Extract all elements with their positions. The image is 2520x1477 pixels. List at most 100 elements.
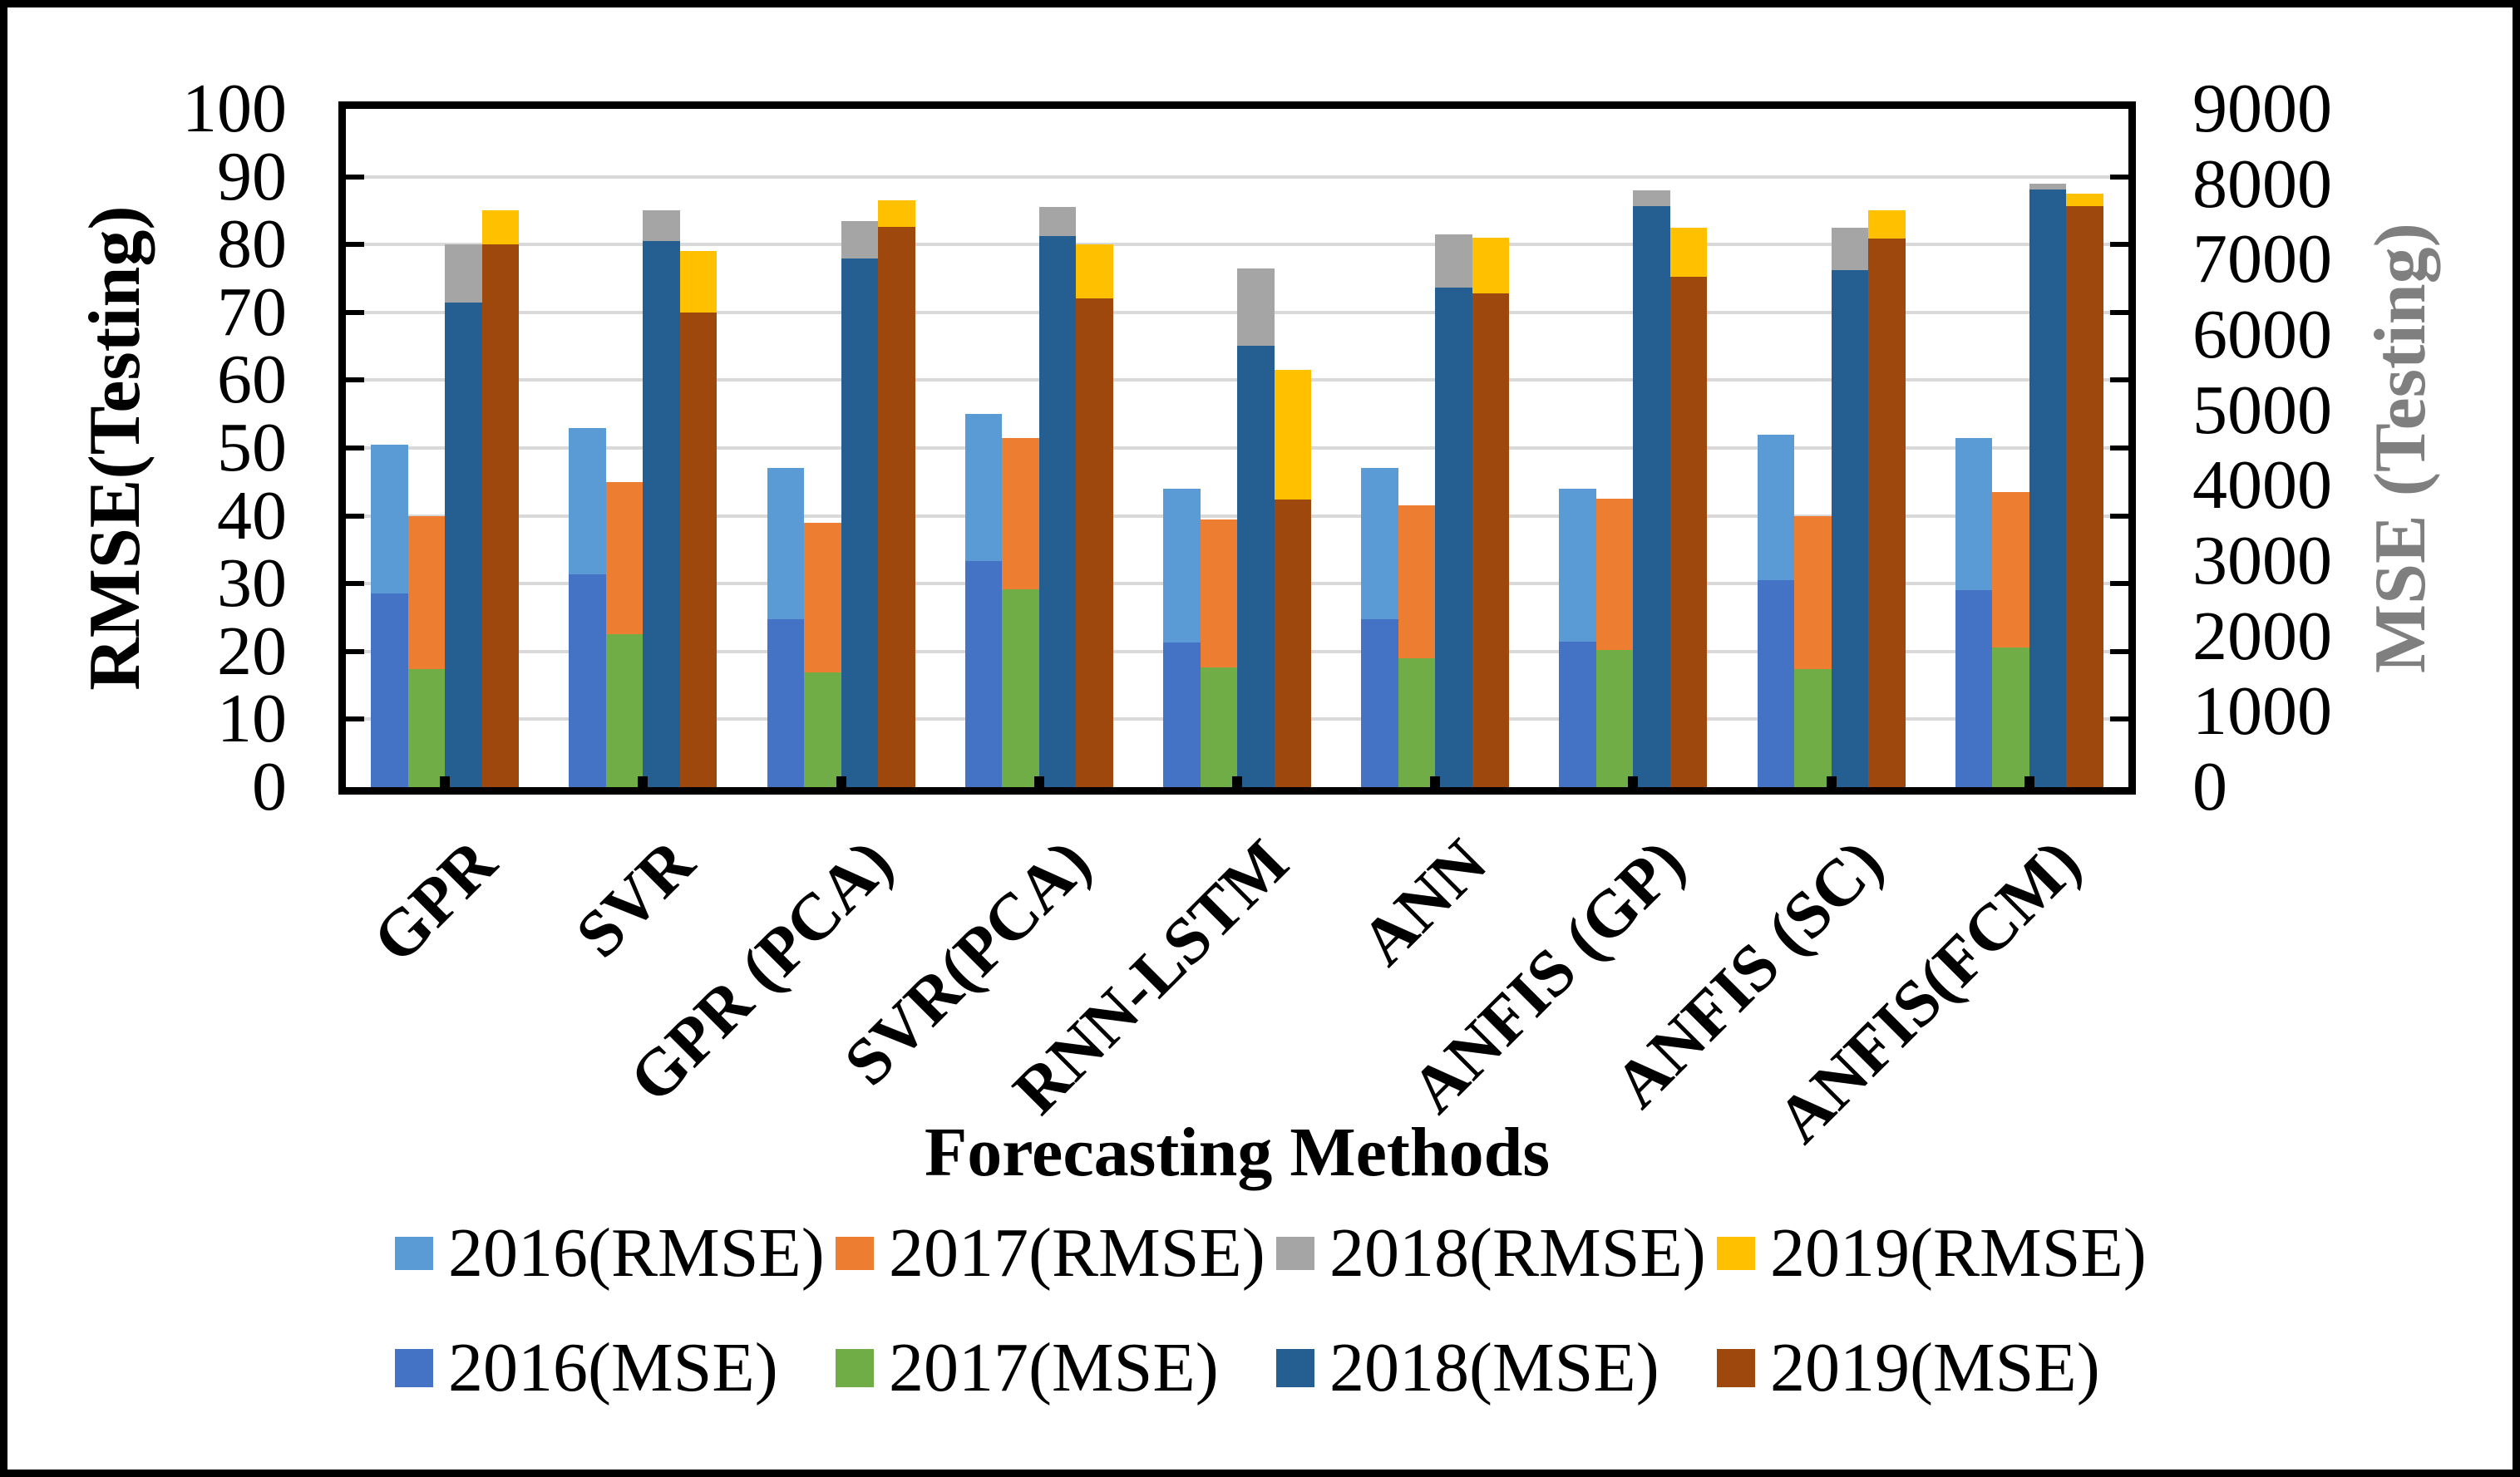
bar-2019(MSE) bbox=[1076, 298, 1113, 787]
x-axis-title: Forecasting Methods bbox=[924, 1114, 1551, 1191]
bar-2018(MSE) bbox=[445, 303, 482, 787]
left-axis-tick-label: 50 bbox=[217, 409, 287, 486]
x-axis-tick bbox=[638, 776, 648, 787]
x-axis-tick bbox=[1430, 776, 1441, 787]
bar-2016(MSE) bbox=[964, 561, 1003, 787]
legend-entry: 2017(RMSE) bbox=[836, 1217, 1265, 1290]
bar-2017(MSE) bbox=[804, 672, 841, 787]
legend-entry: 2018(RMSE) bbox=[1276, 1217, 1706, 1290]
bar-2018(MSE) bbox=[1831, 270, 1869, 787]
bar-2019(MSE) bbox=[1669, 277, 1708, 787]
legend-swatch bbox=[1276, 1349, 1314, 1387]
legend-entry: 2018(MSE) bbox=[1276, 1332, 1659, 1405]
legend-entry: 2019(MSE) bbox=[1717, 1332, 2100, 1405]
right-axis-tick-label: 1000 bbox=[2192, 672, 2332, 751]
bar-2017(MSE) bbox=[1002, 589, 1039, 787]
right-axis-tick bbox=[2110, 716, 2128, 722]
bar-2016(MSE) bbox=[1163, 642, 1201, 787]
bar-2019(MSE) bbox=[878, 226, 915, 787]
left-axis-tick bbox=[346, 581, 364, 587]
right-axis-tick bbox=[2110, 513, 2128, 519]
legend-swatch bbox=[1717, 1349, 1755, 1387]
bar-2017(MSE) bbox=[605, 634, 644, 787]
gridline bbox=[346, 175, 2128, 179]
bar-2017(MSE) bbox=[1200, 667, 1237, 787]
x-axis-tick bbox=[1033, 776, 1044, 787]
left-axis-tick-label: 80 bbox=[217, 205, 287, 283]
bar-2016(MSE) bbox=[569, 574, 606, 787]
bar-2018(MSE) bbox=[1038, 236, 1077, 787]
right-axis-tick bbox=[2110, 446, 2128, 450]
legend-label: 2019(MSE) bbox=[1770, 1329, 2100, 1406]
right-axis-tick-label: 9000 bbox=[2192, 70, 2332, 147]
legend-label: 2016(RMSE) bbox=[448, 1214, 825, 1292]
bar-2018(MSE) bbox=[1633, 205, 1670, 787]
bar-2018(MSE) bbox=[841, 258, 879, 787]
left-axis-tick-label: 30 bbox=[217, 544, 287, 623]
left-axis-tick bbox=[346, 648, 364, 654]
right-axis-tick-label: 8000 bbox=[2192, 145, 2332, 223]
bar-2017(MSE) bbox=[1794, 669, 1832, 787]
right-axis-tick bbox=[2110, 174, 2128, 180]
legend-label: 2016(MSE) bbox=[448, 1329, 778, 1406]
legend-swatch bbox=[395, 1237, 433, 1270]
bar-2016(MSE) bbox=[1955, 590, 1993, 787]
legend-swatch bbox=[1717, 1237, 1755, 1270]
x-axis-tick bbox=[1628, 776, 1639, 787]
left-axis-tick bbox=[346, 309, 364, 315]
left-axis-tick-label: 40 bbox=[217, 476, 287, 554]
legend-swatch bbox=[836, 1237, 874, 1270]
right-axis-tick bbox=[2110, 309, 2128, 315]
bar-2016(MSE) bbox=[1361, 619, 1398, 787]
x-axis-tick bbox=[836, 776, 846, 787]
legend-entry: 2016(RMSE) bbox=[395, 1217, 825, 1290]
category-label: ANN bbox=[1347, 825, 1502, 980]
legend-swatch bbox=[395, 1349, 433, 1387]
bar-2017(MSE) bbox=[1992, 647, 2029, 787]
legend-label: 2019(RMSE) bbox=[1770, 1214, 2147, 1292]
left-axis-tick bbox=[346, 174, 364, 180]
bar-2017(MSE) bbox=[407, 669, 446, 787]
legend-label: 2017(RMSE) bbox=[889, 1214, 1265, 1292]
left-axis-tick bbox=[346, 377, 364, 383]
left-axis-tick bbox=[346, 242, 364, 248]
bar-2019(MSE) bbox=[1274, 500, 1311, 787]
left-axis-tick-label: 20 bbox=[217, 612, 287, 690]
left-axis-tick-label: 0 bbox=[252, 748, 287, 825]
legend-entry: 2019(RMSE) bbox=[1717, 1217, 2147, 1290]
bar-2019(MSE) bbox=[2066, 205, 2103, 787]
bar-2016(MSE) bbox=[767, 618, 805, 787]
bar-2017(MSE) bbox=[1398, 657, 1436, 787]
category-label: SVR bbox=[562, 825, 709, 972]
bar-2018(MSE) bbox=[643, 241, 680, 787]
bar-2018(MSE) bbox=[1237, 345, 1275, 787]
left-axis-tick bbox=[346, 446, 364, 450]
category-label: GPR bbox=[359, 825, 510, 977]
bar-2017(MSE) bbox=[1595, 649, 1634, 787]
x-axis-tick bbox=[2024, 776, 2034, 787]
right-axis-tick-label: 5000 bbox=[2192, 371, 2332, 449]
bar-2019(MSE) bbox=[1472, 293, 1510, 787]
right-axis-tick bbox=[2110, 242, 2128, 248]
right-axis-tick-label: 2000 bbox=[2192, 597, 2332, 675]
right-axis-tick-label: 4000 bbox=[2192, 446, 2332, 524]
left-axis-tick bbox=[346, 716, 364, 722]
left-axis-tick-label: 60 bbox=[217, 341, 287, 419]
right-axis-tick-label: 0 bbox=[2192, 748, 2227, 825]
bar-2016(MSE) bbox=[1559, 641, 1596, 787]
left-axis-tick bbox=[346, 513, 364, 519]
right-axis-tick-label: 6000 bbox=[2192, 296, 2332, 373]
legend-swatch bbox=[1276, 1237, 1314, 1270]
left-axis-tick-label: 90 bbox=[217, 137, 287, 215]
legend-entry: 2016(MSE) bbox=[395, 1332, 778, 1405]
right-axis-tick bbox=[2110, 377, 2128, 383]
x-axis-tick bbox=[440, 776, 451, 787]
legend-label: 2017(MSE) bbox=[889, 1329, 1219, 1406]
legend-swatch bbox=[836, 1349, 874, 1387]
bar-2016(MSE) bbox=[1757, 580, 1795, 787]
right-axis-tick-label: 7000 bbox=[2192, 220, 2332, 298]
legend-label: 2018(RMSE) bbox=[1329, 1214, 1706, 1292]
right-axis-tick bbox=[2110, 581, 2128, 587]
left-axis-tick-label: 100 bbox=[182, 70, 287, 147]
